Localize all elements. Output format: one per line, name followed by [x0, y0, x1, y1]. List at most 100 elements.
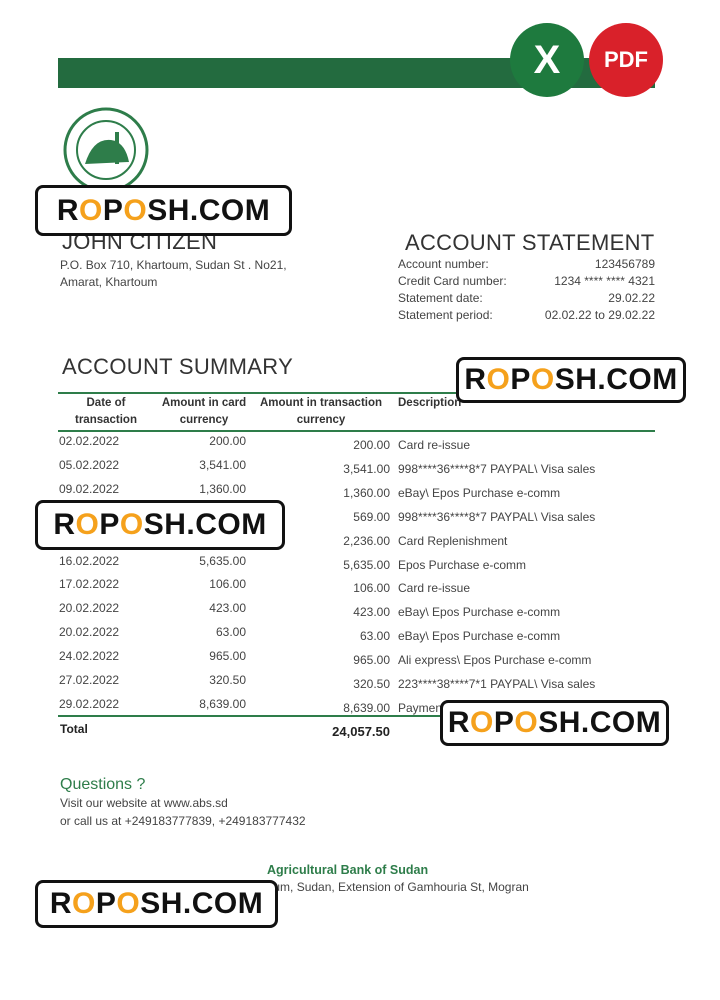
row-amount: 63.00 — [359, 629, 390, 644]
watermark-letter: P — [102, 193, 124, 227]
row-date: 17.02.2022 — [59, 577, 120, 592]
row-description: Epos Purchase e-comm — [398, 557, 527, 572]
row-amount: 1,360.00 — [343, 485, 390, 500]
watermark-letter: SH.COM — [538, 706, 662, 739]
row-amount: 200.00 — [353, 438, 390, 452]
field-value: 29.02.22 — [608, 291, 655, 305]
total-amount: 24,057.50 — [332, 724, 390, 739]
watermark-letter: O — [116, 887, 141, 920]
row-description: eBay\ Epos Purchase e-comm — [398, 629, 561, 644]
contact-line: or call us at +249183777839, +2491837774… — [60, 814, 306, 828]
row-card-amount: 320.50 — [209, 673, 246, 687]
watermark-letter: P — [99, 508, 120, 541]
footer-address: Khartoum, Sudan, Extension of Gamhouria … — [238, 880, 529, 894]
watermark-letter: O — [486, 363, 511, 396]
watermark-letter: SH.COM — [140, 887, 264, 920]
row-description: eBay\ Epos Purchase e-comm — [398, 485, 561, 500]
column-header: Date of transaction — [75, 397, 137, 426]
row-amount: 8,639.00 — [343, 700, 390, 715]
row-date: 02.02.2022 — [59, 434, 120, 448]
column-header: Amount in transaction currency — [259, 397, 383, 426]
watermark-letter: SH.COM — [147, 193, 271, 227]
row-amount: 5,635.00 — [343, 557, 390, 572]
watermark-letter: R — [53, 508, 76, 541]
row-card-amount: 106.00 — [209, 577, 246, 592]
row-amount: 106.00 — [353, 581, 390, 596]
row-date: 20.02.2022 — [59, 601, 120, 616]
watermark-letter: O — [123, 193, 148, 227]
row-card-amount: 3,541.00 — [199, 457, 246, 472]
column-header: Amount in card currency — [161, 397, 247, 426]
row-amount: 2,236.00 — [343, 533, 390, 548]
row-date: 16.02.2022 — [59, 553, 120, 568]
watermark-letter: O — [71, 887, 96, 920]
row-date: 20.02.2022 — [59, 625, 120, 640]
summary-title: ACCOUNT SUMMARY — [62, 354, 294, 379]
contact-line: Visit our website at www.abs.sd — [60, 796, 228, 810]
row-card-amount: 200.00 — [209, 434, 246, 448]
watermark-letter: SH.COM — [143, 508, 267, 541]
watermark-letter: R — [49, 887, 72, 920]
field-value: 02.02.22 to 29.02.22 — [544, 308, 655, 322]
pdf-badge[interactable]: PDF — [589, 23, 663, 97]
row-date: 24.02.2022 — [59, 649, 120, 664]
field-value: 123456789 — [594, 257, 655, 271]
row-description: 223****38****7*1 PAYPAL\ Visa sales — [398, 677, 596, 691]
watermark-letter: R — [464, 363, 487, 396]
row-description: Card re-issue — [398, 581, 471, 596]
watermark: R O P O SH.COM — [440, 700, 669, 746]
address-line: Amarat, Khartoum — [60, 275, 158, 289]
row-description: 998****36****8*7 PAYPAL\ Visa sales — [398, 461, 596, 476]
table-rule — [58, 715, 655, 717]
row-card-amount: 965.00 — [209, 649, 246, 664]
row-description: Card Replenishment — [398, 533, 508, 548]
watermark-letter: O — [78, 193, 103, 227]
row-date: 05.02.2022 — [59, 457, 120, 472]
watermark-letter: SH.COM — [554, 363, 678, 396]
watermark-letter: O — [469, 706, 494, 739]
row-description: Card re-issue — [398, 438, 471, 452]
row-description: Payment — [398, 700, 446, 715]
bank-logo — [63, 107, 149, 193]
watermark: R O P O SH.COM — [35, 185, 292, 236]
field-label: Statement date: — [398, 291, 483, 305]
row-date: 29.02.2022 — [59, 696, 120, 711]
watermark-letter: R — [56, 193, 79, 227]
watermark: R O P O SH.COM — [35, 500, 285, 550]
watermark: R O P O SH.COM — [456, 357, 686, 403]
row-card-amount: 8,639.00 — [199, 696, 246, 711]
row-date: 09.02.2022 — [59, 481, 120, 496]
field-label: Credit Card number: — [398, 274, 507, 288]
row-amount: 423.00 — [353, 605, 390, 620]
questions-title: Questions ? — [60, 776, 146, 793]
watermark-letter: P — [493, 706, 515, 739]
row-amount: 3,541.00 — [343, 461, 390, 476]
excel-badge[interactable]: X — [510, 23, 584, 97]
row-date: 27.02.2022 — [59, 673, 120, 687]
row-card-amount: 63.00 — [215, 625, 246, 640]
watermark-letter: O — [119, 508, 144, 541]
row-amount: 569.00 — [353, 509, 390, 524]
row-amount: 965.00 — [353, 653, 390, 668]
row-card-amount: 423.00 — [209, 601, 246, 616]
row-amount: 320.50 — [353, 677, 390, 691]
watermark-letter: O — [75, 508, 100, 541]
watermark-letter: R — [447, 706, 470, 739]
row-description: 998****36****8*7 PAYPAL\ Visa sales — [398, 509, 596, 524]
row-card-amount: 1,360.00 — [199, 481, 246, 496]
watermark-letter: O — [514, 706, 539, 739]
watermark: R O P O SH.COM — [35, 880, 278, 928]
footer-bank: Agricultural Bank of Sudan — [267, 863, 429, 877]
statement-title: ACCOUNT STATEMENT — [405, 230, 655, 255]
watermark-letter: P — [510, 363, 531, 396]
table-rule — [58, 430, 655, 432]
column-header: Description — [398, 397, 462, 409]
row-description: Ali express\ Epos Purchase e-comm — [398, 653, 592, 668]
total-label: Total — [60, 722, 88, 736]
watermark-letter: P — [95, 887, 117, 920]
row-description: eBay\ Epos Purchase e-comm — [398, 605, 561, 620]
table-rule — [58, 392, 655, 394]
address-line: P.O. Box 710, Khartoum, Sudan St . No21, — [60, 258, 287, 272]
watermark-letter: O — [530, 363, 555, 396]
